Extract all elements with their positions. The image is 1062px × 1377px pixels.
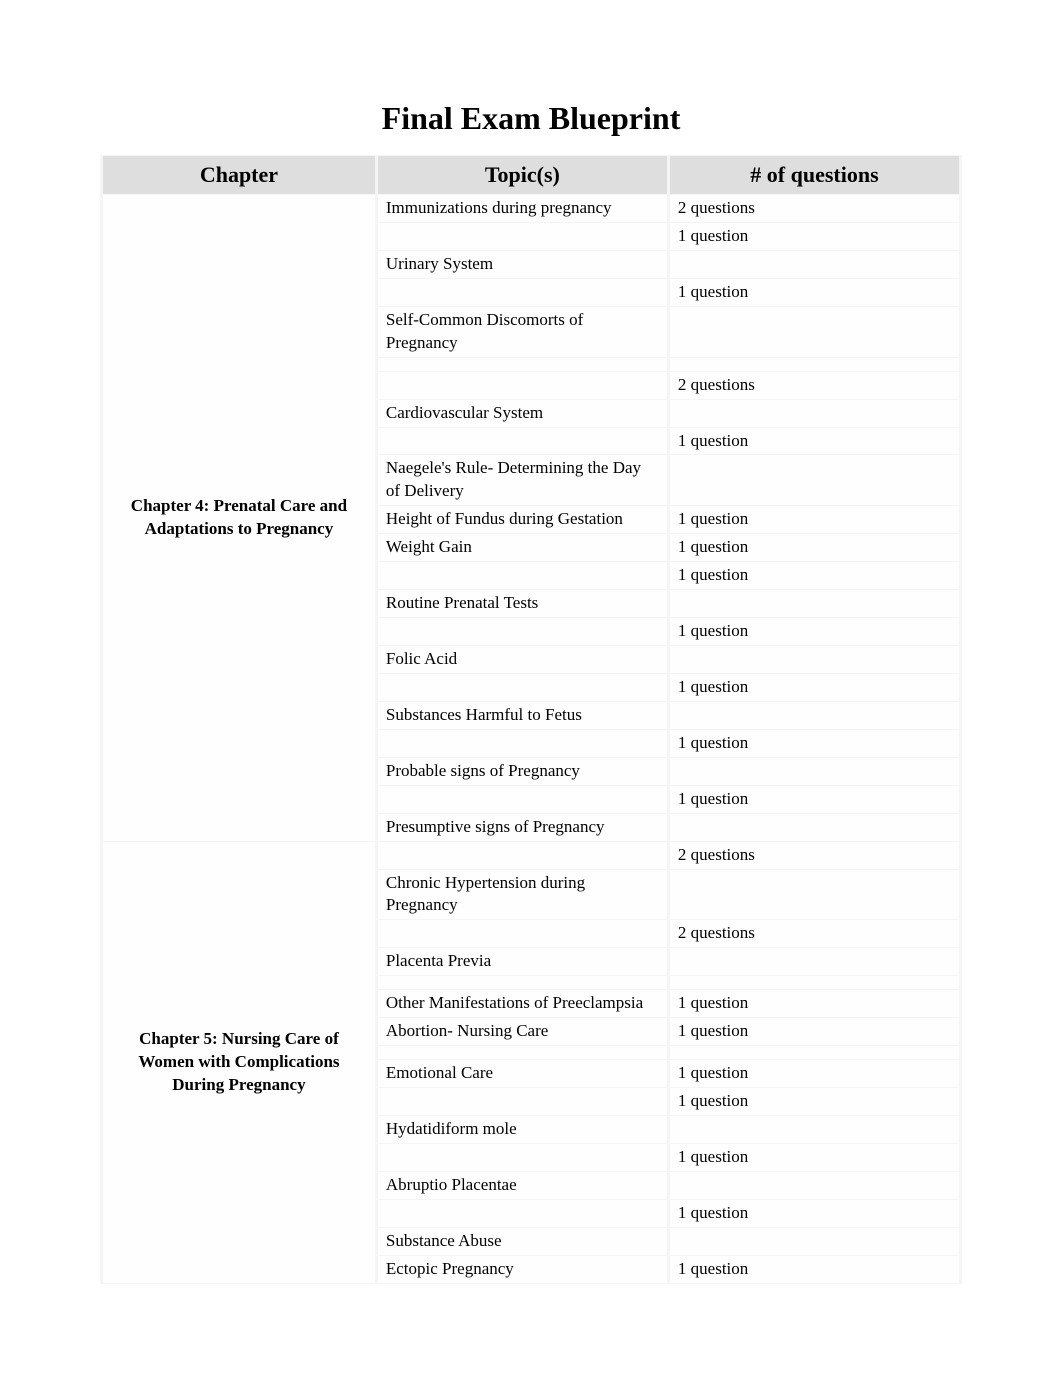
topic-cell: Ectopic Pregnancy <box>376 1255 668 1283</box>
questions-cell: 1 question <box>668 506 960 534</box>
table-row: Chapter 4: Prenatal Care and Adaptations… <box>102 195 961 223</box>
questions-cell <box>668 757 960 785</box>
topic-cell: Presumptive signs of Pregnancy <box>376 813 668 841</box>
questions-cell: 2 questions <box>668 195 960 223</box>
topic-cell: Self-Common Discomorts of Pregnancy <box>376 306 668 357</box>
questions-cell <box>668 869 960 920</box>
questions-cell: 1 question <box>668 222 960 250</box>
questions-cell: 2 questions <box>668 841 960 869</box>
topic-cell: Hydatidiform mole <box>376 1116 668 1144</box>
spacer-cell <box>668 976 960 990</box>
questions-cell <box>668 1171 960 1199</box>
column-header-questions: # of questions <box>668 156 960 195</box>
questions-cell <box>668 813 960 841</box>
questions-cell <box>668 948 960 976</box>
questions-cell: 1 question <box>668 729 960 757</box>
topic-cell <box>376 278 668 306</box>
topic-cell: Substance Abuse <box>376 1227 668 1255</box>
topic-cell: Probable signs of Pregnancy <box>376 757 668 785</box>
topic-cell: Placenta Previa <box>376 948 668 976</box>
column-header-topic: Topic(s) <box>376 156 668 195</box>
topic-cell: Abortion- Nursing Care <box>376 1018 668 1046</box>
topic-cell: Chronic Hypertension during Pregnancy <box>376 869 668 920</box>
questions-cell: 1 question <box>668 990 960 1018</box>
questions-cell: 1 question <box>668 1018 960 1046</box>
topic-cell: Other Manifestations of Preeclampsia <box>376 990 668 1018</box>
topic-cell: Urinary System <box>376 250 668 278</box>
spacer-cell <box>376 976 668 990</box>
topic-cell: Substances Harmful to Fetus <box>376 701 668 729</box>
questions-cell <box>668 399 960 427</box>
topic-cell <box>376 920 668 948</box>
topic-cell <box>376 1088 668 1116</box>
topic-cell <box>376 785 668 813</box>
questions-cell: 1 question <box>668 427 960 455</box>
topic-cell: Cardiovascular System <box>376 399 668 427</box>
topic-cell <box>376 1199 668 1227</box>
topic-cell <box>376 673 668 701</box>
topic-cell <box>376 841 668 869</box>
topic-cell <box>376 1143 668 1171</box>
topic-cell: Weight Gain <box>376 534 668 562</box>
questions-cell: 2 questions <box>668 371 960 399</box>
column-header-chapter: Chapter <box>102 156 377 195</box>
questions-cell: 2 questions <box>668 920 960 948</box>
topic-cell: Naegele's Rule- Determining the Day of D… <box>376 455 668 506</box>
questions-cell <box>668 1227 960 1255</box>
topic-cell <box>376 371 668 399</box>
topic-cell <box>376 729 668 757</box>
topic-cell: Immunizations during pregnancy <box>376 195 668 223</box>
topic-cell: Abruptio Placentae <box>376 1171 668 1199</box>
spacer-cell <box>376 357 668 371</box>
topic-cell <box>376 427 668 455</box>
topic-cell: Folic Acid <box>376 646 668 674</box>
questions-cell: 1 question <box>668 618 960 646</box>
questions-cell: 1 question <box>668 1143 960 1171</box>
chapter-cell: Chapter 5: Nursing Care of Women with Co… <box>102 841 377 1283</box>
spacer-cell <box>668 357 960 371</box>
questions-cell: 1 question <box>668 1199 960 1227</box>
spacer-cell <box>668 1046 960 1060</box>
spacer-cell <box>376 1046 668 1060</box>
questions-cell <box>668 646 960 674</box>
page-title: Final Exam Blueprint <box>100 100 962 137</box>
topic-cell: Emotional Care <box>376 1060 668 1088</box>
questions-cell <box>668 250 960 278</box>
table-body: Chapter 4: Prenatal Care and Adaptations… <box>102 195 961 1284</box>
questions-cell <box>668 701 960 729</box>
questions-cell <box>668 1116 960 1144</box>
questions-cell: 1 question <box>668 785 960 813</box>
questions-cell: 1 question <box>668 1255 960 1283</box>
topic-cell: Routine Prenatal Tests <box>376 590 668 618</box>
questions-cell: 1 question <box>668 534 960 562</box>
questions-cell <box>668 306 960 357</box>
questions-cell: 1 question <box>668 562 960 590</box>
table-header-row: Chapter Topic(s) # of questions <box>102 156 961 195</box>
questions-cell: 1 question <box>668 1060 960 1088</box>
questions-cell <box>668 455 960 506</box>
topic-cell: Height of Fundus during Gestation <box>376 506 668 534</box>
chapter-cell: Chapter 4: Prenatal Care and Adaptations… <box>102 195 377 842</box>
table-row: Chapter 5: Nursing Care of Women with Co… <box>102 841 961 869</box>
blueprint-table: Chapter Topic(s) # of questions Chapter … <box>100 155 962 1284</box>
questions-cell: 1 question <box>668 278 960 306</box>
questions-cell <box>668 590 960 618</box>
topic-cell <box>376 618 668 646</box>
questions-cell: 1 question <box>668 1088 960 1116</box>
topic-cell <box>376 222 668 250</box>
questions-cell: 1 question <box>668 673 960 701</box>
topic-cell <box>376 562 668 590</box>
